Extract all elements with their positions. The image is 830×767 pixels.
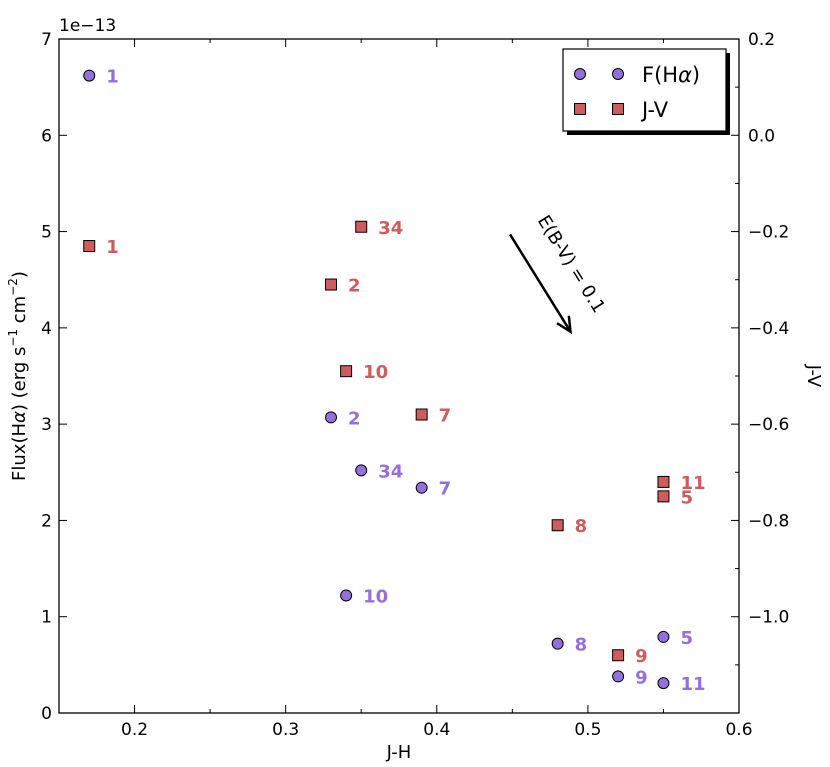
plot-area — [58, 38, 740, 714]
axis-tick-labels: 0.2 0.3 0.4 0.5 0.601234567−1.0−0.8−0.6−0.4−… — [41, 30, 789, 740]
jv-point — [83, 240, 96, 253]
point-label: 11 — [680, 674, 705, 695]
point-label: 34 — [378, 461, 403, 482]
y-tick-label: 2 — [41, 511, 52, 531]
flux-point — [355, 464, 368, 477]
y-tick-label: 6 — [41, 126, 52, 146]
flux-point — [340, 589, 353, 602]
flux-point — [657, 677, 670, 690]
y-axis-offset-text: 1e−13 — [59, 16, 116, 36]
legend-marker — [612, 103, 624, 115]
point-label: 11 — [680, 473, 705, 494]
jv-point — [551, 519, 564, 532]
y-tick-label: 4 — [41, 319, 52, 339]
y-tick-label: 7 — [41, 30, 52, 50]
y2-tick-label: −0.4 — [748, 319, 789, 339]
flux-point — [325, 411, 337, 424]
legend-marker — [574, 68, 586, 80]
y-tick-label: 1 — [41, 608, 52, 628]
y2-tick-label: −0.6 — [748, 415, 789, 435]
point-label: 9 — [635, 646, 648, 667]
jv-point — [657, 490, 670, 503]
y-tick-label: 3 — [41, 415, 52, 435]
jv-point — [612, 649, 625, 662]
legend: F(Hα) J-V — [562, 48, 730, 135]
point-label: 7 — [439, 479, 452, 500]
right-y-axis-label: J-V — [803, 364, 824, 388]
legend-marker — [612, 68, 624, 80]
point-label: 9 — [635, 667, 648, 688]
legend-marker — [574, 103, 586, 115]
legend-box — [562, 48, 727, 132]
flux-point — [83, 69, 96, 82]
y-tick-label: 0 — [41, 704, 52, 724]
y-tick-label: 5 — [41, 223, 52, 243]
jv-point — [355, 220, 368, 233]
legend-label: J-V — [640, 98, 669, 122]
x-tick-label: 0.4 — [423, 720, 450, 740]
y2-tick-label: −0.2 — [748, 223, 789, 243]
point-label: 5 — [680, 487, 693, 508]
point-label: 7 — [439, 406, 452, 427]
flux-point — [551, 637, 564, 650]
x-axis-label: J-H — [386, 742, 412, 763]
y-axis-label: Flux(Hα) (erg s−1 cm−2) — [6, 271, 30, 481]
y2-tick-label: −0.8 — [748, 511, 789, 531]
legend-label: F(Hα) — [642, 63, 700, 87]
x-tick-label: 0.2 — [121, 720, 148, 740]
x-tick-label: 0.3 — [272, 720, 299, 740]
jv-point — [415, 408, 428, 421]
point-label: 8 — [575, 635, 588, 656]
jv-point — [657, 475, 670, 488]
y2-tick-label: 0.0 — [748, 126, 775, 146]
x-tick-label: 0.5 — [574, 720, 601, 740]
flux-point — [612, 670, 625, 683]
jv-point — [340, 365, 353, 378]
point-label: 2 — [348, 276, 361, 297]
x-tick-label: 0.6 — [725, 720, 752, 740]
point-label: 2 — [348, 408, 361, 429]
point-label: 1 — [106, 237, 119, 258]
arrow-line — [509, 233, 572, 333]
point-label: 8 — [575, 516, 588, 537]
point-label: 5 — [680, 628, 693, 649]
point-label: 10 — [363, 362, 388, 383]
axis-ticks — [58, 38, 740, 714]
flux-point — [415, 481, 428, 494]
point-label: 1 — [106, 67, 119, 88]
jv-point — [325, 278, 337, 291]
point-label: 34 — [378, 218, 403, 239]
y2-tick-label: 0.2 — [748, 30, 775, 50]
point-label: 10 — [363, 587, 388, 608]
arrow-head-icon — [556, 315, 573, 335]
y2-tick-label: −1.0 — [748, 608, 789, 628]
flux-point — [657, 630, 670, 643]
